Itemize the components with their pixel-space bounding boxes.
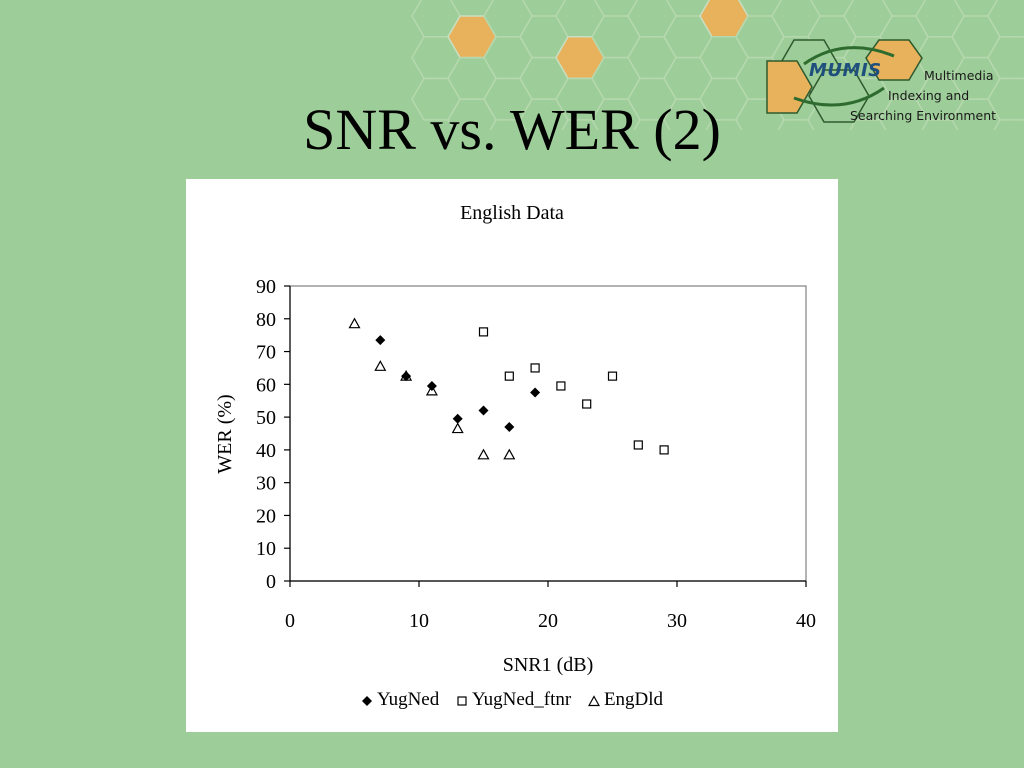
y-tick-label: 10 bbox=[256, 538, 276, 560]
x-tick-label: 40 bbox=[796, 610, 816, 632]
point-yugned-ftnr bbox=[530, 363, 540, 373]
x-tick-label: 30 bbox=[667, 610, 687, 632]
y-tick-label: 50 bbox=[256, 407, 276, 429]
point-yugned bbox=[478, 405, 489, 416]
y-tick-label: 90 bbox=[256, 276, 276, 298]
chart-legend: YugNed YugNed_ftnr EngDld bbox=[186, 689, 838, 711]
y-axis-label: WER (%) bbox=[214, 394, 236, 473]
hexagon-decoration bbox=[843, 0, 893, 38]
point-engdld bbox=[451, 422, 464, 434]
y-tick-label: 70 bbox=[256, 342, 276, 364]
plot-frame bbox=[289, 285, 807, 582]
y-tick-label: 40 bbox=[256, 440, 276, 462]
hexagon-decoration bbox=[987, 77, 1024, 121]
y-tick-label: 60 bbox=[256, 374, 276, 396]
point-engdld bbox=[425, 384, 438, 396]
hexagon-decoration bbox=[555, 36, 605, 80]
logo-line-3: Searching Environment bbox=[850, 108, 997, 123]
chart-panel: English Data 0 10 20 30 40 50 60 70 80 90 0 10 20 30 4… bbox=[186, 179, 838, 732]
axes: 0 10 20 30 40 50 60 70 80 90 0 10 20 30 40 bbox=[256, 276, 816, 632]
point-yugned bbox=[375, 335, 386, 346]
logo-line-2: Indexing and bbox=[888, 88, 970, 103]
legend-label-yugned: YugNed bbox=[376, 689, 440, 710]
point-yugned-ftnr bbox=[607, 371, 618, 381]
hexagon-decoration bbox=[699, 0, 749, 38]
point-yugned bbox=[452, 413, 463, 424]
x-tick-label: 20 bbox=[538, 610, 558, 632]
y-tick-label: 20 bbox=[256, 505, 276, 527]
hexagon-decoration bbox=[663, 56, 713, 100]
scatter-chart: English Data 0 10 20 30 40 50 60 70 80 90 0 10 20 30 4… bbox=[214, 202, 816, 676]
logo-line-1: Multimedia bbox=[924, 68, 994, 83]
hexagon-decoration bbox=[699, 36, 749, 80]
hexagon-decoration bbox=[627, 36, 677, 80]
logo-wordmark: MUMIS bbox=[809, 60, 882, 81]
point-yugned bbox=[530, 387, 541, 398]
hexagon-decoration bbox=[447, 15, 497, 59]
triangle-marker-icon bbox=[587, 694, 600, 706]
point-yugned bbox=[401, 371, 412, 382]
x-tick-label: 0 bbox=[285, 610, 295, 632]
point-engdld bbox=[503, 448, 516, 460]
square-marker-icon bbox=[457, 696, 467, 706]
point-yugned-ftnr bbox=[582, 399, 592, 409]
hexagon-decoration bbox=[627, 0, 677, 38]
hexagon-decoration bbox=[987, 36, 1024, 80]
point-engdld bbox=[400, 369, 413, 381]
diamond-marker-icon bbox=[361, 695, 372, 706]
hexagon-decoration bbox=[771, 0, 821, 38]
point-engdld bbox=[477, 448, 490, 460]
legend-label-yugned-ftnr: YugNed_ftnr bbox=[471, 689, 572, 710]
chart-title: English Data bbox=[460, 202, 564, 224]
point-yugned-ftnr bbox=[478, 327, 489, 337]
point-engdld bbox=[348, 317, 361, 329]
hexagon-decoration bbox=[987, 0, 1024, 38]
point-yugned-ftnr bbox=[556, 381, 566, 391]
legend-item-yugned-ftnr: YugNed_ftnr bbox=[456, 689, 571, 711]
y-tick-label: 30 bbox=[256, 473, 276, 495]
y-tick-label: 80 bbox=[256, 309, 276, 331]
x-axis-label: SNR1 (dB) bbox=[503, 654, 594, 676]
data-points bbox=[348, 317, 669, 460]
y-tick-label: 0 bbox=[266, 571, 276, 593]
legend-label-engdld: EngDld bbox=[603, 689, 664, 710]
slide-title: SNR vs. WER (2) bbox=[303, 97, 721, 162]
mumis-logo: MUMIS Multimedia Indexing and Searching … bbox=[764, 36, 1014, 128]
point-yugned-ftnr bbox=[659, 445, 669, 455]
legend-item-yugned: YugNed bbox=[361, 689, 439, 711]
point-yugned bbox=[504, 421, 515, 432]
logo-graphic bbox=[766, 39, 923, 123]
x-tick-label: 10 bbox=[409, 610, 429, 632]
hexagon-decoration bbox=[915, 0, 965, 38]
hexagon-decoration bbox=[447, 56, 497, 100]
hexagon-decoration bbox=[555, 0, 605, 38]
point-engdld bbox=[374, 360, 387, 371]
point-yugned-ftnr bbox=[633, 440, 643, 450]
legend-item-engdld: EngDld bbox=[587, 689, 664, 711]
point-yugned-ftnr bbox=[504, 371, 514, 381]
